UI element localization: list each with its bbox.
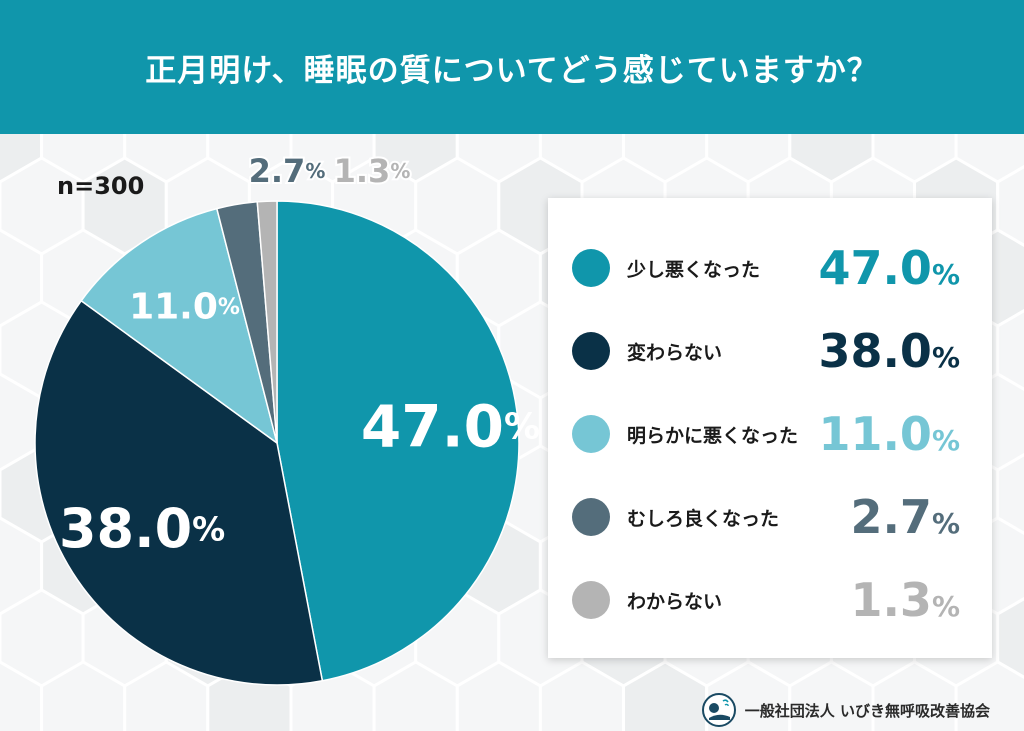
legend-item: わからない 1.3%: [548, 570, 992, 630]
legend-panel: 少し悪くなった 47.0% 変わらない 38.0% 明らかに悪くなった 11.0% むしろ良…: [548, 198, 992, 658]
legend-item: 明らかに悪くなった 11.0%: [548, 404, 992, 464]
legend-label: むしろ良くなった: [627, 508, 780, 530]
hexagon-tile: [871, 660, 958, 731]
hexagon-tile: [0, 660, 44, 731]
legend-item: 変わらない 38.0%: [548, 321, 992, 381]
pie-label-1: 38.0%: [59, 497, 225, 560]
legend-label: 明らかに悪くなった: [627, 425, 799, 447]
legend-value: 1.3%: [850, 573, 960, 627]
legend-swatch: [572, 415, 610, 453]
legend-swatch: [572, 249, 610, 287]
hexagon-tile: [455, 660, 542, 731]
hexagon-tile: [954, 660, 1024, 731]
hexagon-tile: [538, 660, 625, 731]
pie-slice-1: [34, 299, 324, 686]
legend-value: 47.0%: [818, 241, 960, 295]
legend-value: 38.0%: [818, 324, 960, 378]
hexagon-tile: [622, 660, 709, 731]
legend-swatch: [572, 332, 610, 370]
hexagon-tile: [788, 660, 875, 731]
pie-slice-2: [80, 207, 279, 445]
sleeping-person-logo-icon: [701, 693, 736, 727]
chart-title: 正月明け、睡眠の質についてどう感じていますか？: [145, 52, 879, 89]
hexagon-tile: [123, 660, 210, 731]
legend-label: 少し悪くなった: [627, 259, 761, 281]
pie-label-3: 2.7%: [249, 152, 326, 190]
legend-swatch: [572, 581, 610, 619]
hexagon-tile: [40, 660, 127, 731]
legend-item: 少し悪くなった 47.0%: [548, 238, 992, 298]
legend-label: わからない: [627, 591, 723, 613]
legend-value: 2.7%: [850, 490, 960, 544]
legend-item: むしろ良くなった 2.7%: [548, 487, 992, 547]
header-banner: 正月明け、睡眠の質についてどう感じていますか？: [0, 0, 1024, 134]
pie-label-4: 1.3%: [334, 152, 411, 190]
legend-swatch: [572, 498, 610, 536]
pie-slice-4: [256, 200, 278, 444]
legend-label: 変わらない: [627, 342, 723, 364]
footer-credit: 一般社団法人 いびき無呼吸改善協会: [701, 692, 990, 728]
pie-slice-0: [276, 200, 520, 682]
hexagon-tile: [372, 660, 459, 731]
sample-size-label: n=300: [57, 172, 145, 200]
organization-name: 一般社団法人 いびき無呼吸改善協会: [744, 701, 990, 720]
legend-value: 11.0%: [818, 407, 960, 461]
